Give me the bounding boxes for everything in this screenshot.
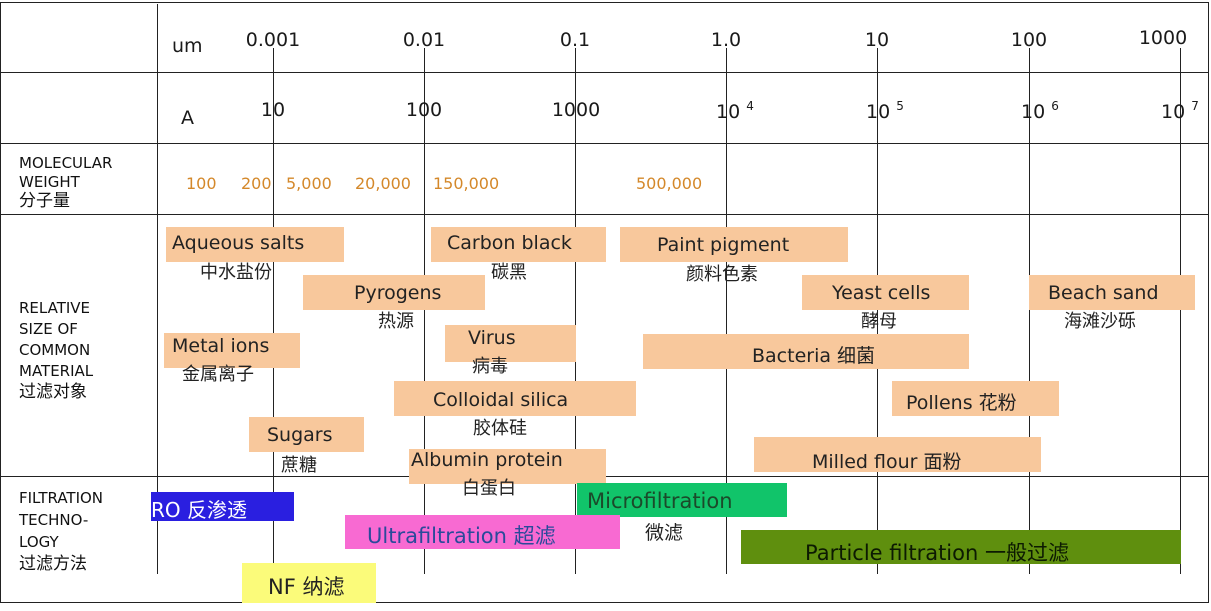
material-bar-sugars [249, 417, 364, 452]
angstrom-unit-label: A [181, 107, 194, 129]
material-cn-yeast-cells: 酵母 [861, 311, 897, 332]
scale-gridline [424, 48, 425, 574]
relative-size-label: RELATIVE SIZE OF COMMON MATERIAL 过滤对象 [19, 299, 94, 402]
material-cn-colloidal-silica: 胶体硅 [473, 418, 527, 439]
material-bar-aqueous-salts [166, 227, 344, 262]
scale-gridline [273, 48, 274, 574]
tech-label-particle-filtration: Particle filtration 一般过滤 [805, 541, 1069, 565]
um-tick: 0.1 [559, 29, 591, 51]
row-divider [0, 214, 1209, 215]
label-column-divider [157, 4, 158, 574]
material-label-metal-ions: Metal ions [172, 335, 270, 357]
um-tick: 0.001 [245, 29, 301, 51]
material-cn-aqueous-salts: 中水盐份 [200, 262, 272, 283]
material-cn-virus: 病毒 [472, 356, 508, 377]
angstrom-tick: 10 5 [866, 99, 904, 123]
material-bar-paint-pigment [620, 227, 848, 262]
scale-gridline [726, 48, 727, 574]
um-unit-label: um [172, 35, 203, 57]
scale-gridline [1029, 48, 1030, 574]
molecular-weight-value: 100 [186, 174, 217, 193]
tech-label-ro: RO 反渗透 [151, 498, 247, 522]
material-label-pollens: Pollens 花粉 [906, 392, 1017, 414]
tech-bar-ro [151, 492, 294, 521]
molecular-weight-value: 5,000 [286, 174, 332, 193]
row-divider [0, 143, 1209, 144]
material-bar-pollens [892, 381, 1059, 416]
um-tick: 0.01 [402, 29, 446, 51]
um-tick: 1.0 [710, 29, 742, 51]
material-label-yeast-cells: Yeast cells [832, 282, 931, 304]
material-label-pyrogens: Pyrogens [354, 282, 442, 304]
tech-label-ultrafiltration: Ultrafiltration 超滤 [367, 524, 556, 548]
tech-cn-microfiltration: 微滤 [645, 522, 684, 544]
material-label-aqueous-salts: Aqueous salts [172, 232, 305, 254]
material-label-milled-flour: Milled flour 面粉 [812, 451, 962, 473]
molecular-weight-value: 150,000 [433, 174, 500, 193]
um-tick: 10 [864, 29, 890, 51]
tech-label-microfiltration: Microfiltration [587, 489, 733, 513]
tech-bar-particle-filtration [741, 530, 1181, 564]
material-cn-pyrogens: 热源 [378, 311, 414, 332]
um-tick: 1000 [1138, 27, 1188, 49]
material-bar-yeast-cells [802, 275, 969, 310]
material-bar-albumin-protein [409, 449, 606, 484]
material-cn-metal-ions: 金属离子 [182, 364, 254, 385]
tech-bar-microfiltration [577, 483, 787, 517]
material-label-colloidal-silica: Colloidal silica [433, 389, 569, 411]
angstrom-tick: 10 [260, 99, 286, 121]
angstrom-tick: 100 [405, 99, 443, 121]
angstrom-tick: 10 4 [716, 99, 754, 123]
material-label-carbon-black: Carbon black [447, 232, 572, 254]
material-label-bacteria: Bacteria 细菌 [752, 345, 876, 367]
um-tick: 100 [1010, 29, 1048, 51]
angstrom-tick: 10 6 [1021, 99, 1059, 123]
scale-gridline [575, 48, 576, 574]
material-cn-beach-sand: 海滩沙砾 [1064, 311, 1136, 332]
material-bar-virus [445, 325, 576, 362]
material-bar-beach-sand [1029, 275, 1195, 310]
angstrom-tick: 10 7 [1161, 99, 1199, 123]
scale-gridline [1180, 48, 1181, 574]
molecular-weight-label: MOLECULAR WEIGHT 分子量 [19, 154, 113, 211]
material-bar-pyrogens [303, 275, 485, 310]
tech-bar-nf [242, 563, 376, 603]
material-bar-carbon-black [431, 227, 606, 262]
tech-bar-ultrafiltration [345, 515, 620, 549]
angstrom-tick: 1000 [551, 99, 601, 121]
row-divider [0, 72, 1209, 73]
material-cn-paint-pigment: 颜料色素 [686, 264, 758, 285]
material-label-sugars: Sugars [267, 424, 333, 446]
material-label-beach-sand: Beach sand [1048, 282, 1159, 304]
molecular-weight-value: 500,000 [636, 174, 703, 193]
material-bar-bacteria [643, 334, 969, 369]
material-bar-metal-ions [164, 333, 300, 368]
material-cn-albumin-protein: 白蛋白 [462, 478, 516, 499]
filtration-technology-label: FILTRATION TECHNO- LOGY 过滤方法 [19, 489, 104, 574]
material-bar-milled-flour [754, 437, 1041, 472]
material-label-virus: Virus [468, 327, 516, 349]
scale-gridline [877, 48, 878, 574]
molecular-weight-value: 200 [241, 174, 272, 193]
material-label-paint-pigment: Paint pigment [657, 234, 790, 256]
material-bar-colloidal-silica [394, 381, 636, 416]
tech-label-nf: NF 纳滤 [268, 575, 345, 599]
material-cn-carbon-black: 碳黑 [491, 262, 527, 283]
molecular-weight-value: 20,000 [355, 174, 411, 193]
material-label-albumin-protein: Albumin protein [411, 449, 563, 471]
material-cn-sugars: 蔗糖 [281, 455, 317, 476]
